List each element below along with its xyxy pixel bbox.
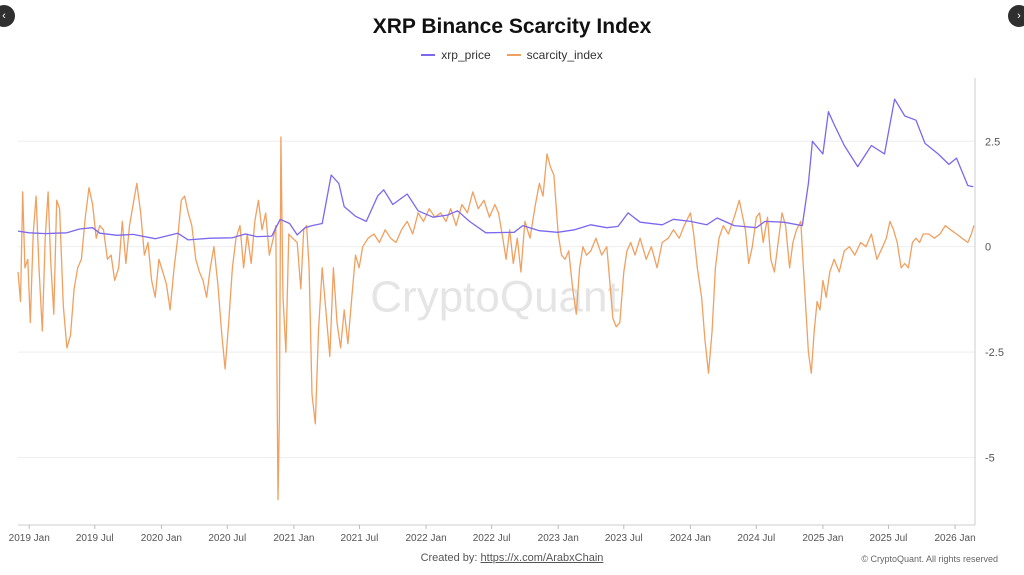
x-tick-label: 2024 Jan [670, 533, 711, 544]
legend-item-scarcity-index[interactable]: scarcity_index [506, 48, 603, 62]
x-tick-label: 2025 Jul [870, 533, 908, 544]
legend-swatch-xrp-price [421, 54, 436, 56]
x-tick-label: 2019 Jul [76, 533, 114, 544]
x-tick-label: 2021 Jul [341, 533, 379, 544]
y-tick-label: 2.5 [985, 136, 1000, 148]
legend-label-xrp-price: xrp_price [441, 48, 491, 62]
x-tick-label: 2021 Jan [273, 533, 314, 544]
x-tick-label: 2024 Jul [737, 533, 775, 544]
footer-created-label: Created by: [420, 552, 478, 564]
x-tick-label: 2019 Jan [9, 533, 50, 544]
chart-legend: xrp_price scarcity_index [0, 48, 1024, 62]
y-tick-label: 0 [985, 242, 991, 254]
y-tick-label: -2.5 [985, 347, 1004, 359]
x-tick-label: 2020 Jul [208, 533, 246, 544]
chart-title: XRP Binance Scarcity Index [372, 15, 652, 38]
x-tick-label: 2026 Jan [935, 533, 976, 544]
axes: 2.5 0 -2.5 -5 2019 Jan 2019 Jul 2020 Jan 2020 J… [9, 78, 1004, 544]
legend-item-xrp-price[interactable]: xrp_price [421, 48, 491, 62]
next-arrow-icon[interactable]: › [1008, 5, 1024, 27]
legend-label-scarcity-index: scarcity_index [526, 48, 603, 62]
series-line-xrp-price [17, 98, 974, 241]
legend-swatch-scarcity-index [506, 54, 521, 56]
series-lines [17, 98, 975, 501]
x-tick-label: 2022 Jan [405, 533, 446, 544]
series-line-scarcity-index [17, 136, 975, 501]
footer-author-link[interactable]: https://x.com/ArabxChain [480, 552, 604, 564]
watermark-text: CryptoQuant [370, 273, 619, 322]
footer-created-by: Created by: https://x.com/ArabxChain [0, 552, 1024, 564]
y-tick-label: -5 [985, 453, 995, 465]
previous-arrow-icon[interactable]: ‹ [0, 5, 15, 27]
gridlines [18, 140, 975, 459]
x-tick-label: 2022 Jul [473, 533, 511, 544]
x-tick-label: 2020 Jan [141, 533, 182, 544]
footer-copyright: © CryptoQuant. All rights reserved [861, 554, 998, 564]
x-tick-label: 2023 Jan [538, 533, 579, 544]
x-tick-label: 2025 Jan [802, 533, 843, 544]
x-tick-label: 2023 Jul [605, 533, 643, 544]
